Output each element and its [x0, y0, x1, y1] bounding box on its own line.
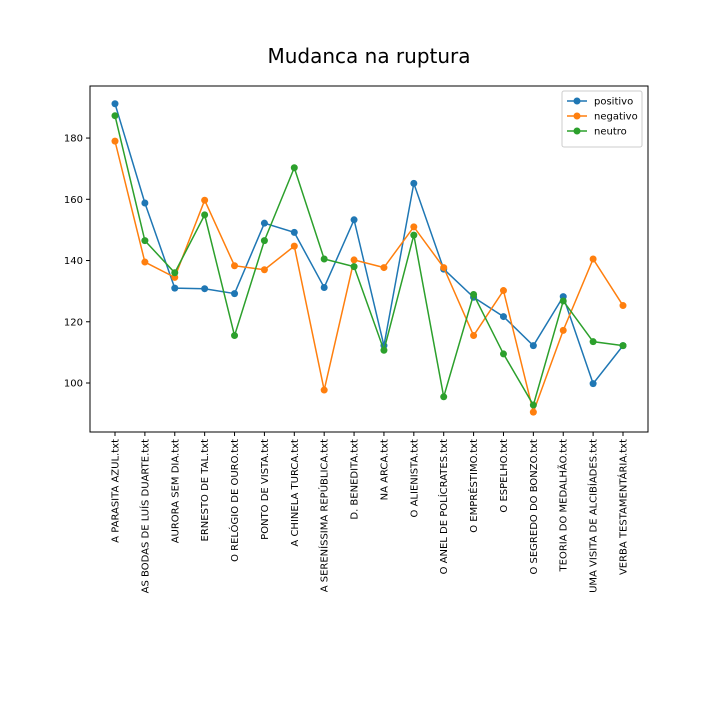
data-point-positivo	[529, 342, 537, 350]
legend-label-positivo: positivo	[594, 97, 633, 108]
data-point-positivo	[260, 219, 268, 227]
legend-box	[561, 90, 643, 148]
axes-frame	[89, 85, 649, 433]
data-point-neutro	[589, 338, 597, 346]
y-tick-label: 120	[64, 317, 83, 328]
data-point-negativo	[111, 137, 119, 145]
series-line-positivo	[114, 103, 624, 386]
data-point-negativo	[470, 332, 478, 340]
x-tick-label: O ESPELHO.txt	[499, 439, 510, 513]
data-point-negativo	[440, 264, 448, 272]
series-line-negativo	[114, 140, 624, 415]
data-point-positivo	[201, 285, 209, 293]
data-point-neutro	[410, 231, 418, 239]
data-point-positivo	[499, 313, 507, 321]
series-neutro	[111, 112, 627, 409]
x-tick-label: AURORA SEM DIA.txt	[170, 439, 181, 543]
data-point-neutro	[529, 401, 537, 409]
data-point-neutro	[350, 263, 358, 271]
y-tick-label: 100	[64, 379, 83, 390]
x-tick-label: A SERENÍSSIMA REPÚBLICA.txt	[318, 439, 331, 592]
data-point-negativo	[380, 264, 388, 272]
chart-title: Mudanca na ruptura	[267, 44, 470, 68]
legend-marker-neutro	[573, 127, 581, 135]
x-tick-label: UMA VISITA DE ALCIBÍADES.txt	[587, 439, 600, 593]
series-positivo	[111, 100, 627, 388]
x-tick-label: O ANEL DE POLÍCRATES.txt	[437, 439, 450, 574]
data-point-negativo	[559, 326, 567, 334]
data-point-negativo	[260, 266, 268, 274]
x-tick-label: A CHINELA TURCA.txt	[290, 439, 301, 547]
data-point-positivo	[350, 216, 358, 224]
x-tick-label: AS BODAS DE LUÍS DUARTE.txt	[138, 439, 151, 593]
x-tick-label: D. BENEDITA.txt	[350, 439, 361, 520]
data-point-neutro	[440, 393, 448, 401]
data-point-negativo	[589, 255, 597, 263]
legend-marker-positivo	[573, 97, 581, 105]
x-tick-label: PONTO DE VISTA.txt	[260, 439, 271, 540]
data-point-negativo	[320, 386, 328, 394]
data-point-positivo	[171, 284, 179, 292]
x-tick-label: O RELÓGIO DE OURO.txt	[228, 439, 241, 562]
legend-label-neutro: neutro	[594, 127, 627, 138]
x-tick-label: O SEGREDO DO BONZO.txt	[529, 439, 540, 575]
data-point-neutro	[111, 112, 119, 120]
data-point-negativo	[350, 256, 358, 264]
data-point-negativo	[201, 196, 209, 204]
data-point-negativo	[410, 223, 418, 231]
data-point-negativo	[619, 302, 627, 310]
data-point-positivo	[111, 100, 119, 108]
data-point-negativo	[529, 408, 537, 416]
x-tick-label: NA ARCA.txt	[379, 439, 390, 500]
data-point-neutro	[141, 237, 149, 245]
x-tick-label: VERBA TESTAMENTÁRIA.txt	[617, 439, 630, 575]
data-point-positivo	[231, 290, 239, 298]
legend-marker-negativo	[573, 112, 581, 120]
plot-area: 100 120 140 160 180 A PARASITA AZUL.txt AS BOD…	[64, 85, 649, 593]
data-point-negativo	[141, 258, 149, 266]
x-tick-label: TEORIA DO MEDALHÃO.txt	[557, 439, 570, 573]
data-point-neutro	[231, 332, 239, 340]
data-point-neutro	[260, 237, 268, 245]
legend: positivo negativo neutro	[561, 90, 643, 148]
data-point-neutro	[559, 297, 567, 305]
series-negativo	[111, 137, 627, 416]
data-point-positivo	[320, 283, 328, 291]
legend-label-negativo: negativo	[594, 112, 638, 123]
y-tick-label: 180	[64, 134, 83, 145]
data-point-positivo	[589, 380, 597, 388]
data-point-neutro	[499, 350, 507, 358]
data-point-neutro	[201, 211, 209, 219]
data-point-neutro	[470, 291, 478, 299]
data-point-positivo	[290, 228, 298, 236]
data-point-negativo	[231, 262, 239, 270]
data-point-neutro	[290, 164, 298, 172]
y-tick-label: 140	[64, 256, 83, 267]
data-point-positivo	[410, 179, 418, 187]
x-tick-label: ERNESTO DE TAL.txt	[200, 439, 211, 542]
y-tick-label: 160	[64, 195, 83, 206]
series-line-neutro	[114, 115, 624, 407]
data-point-neutro	[171, 269, 179, 277]
x-tick-label: A PARASITA AZUL.txt	[111, 439, 122, 543]
data-point-negativo	[499, 287, 507, 295]
data-point-negativo	[290, 242, 298, 250]
data-point-neutro	[380, 346, 388, 354]
data-point-positivo	[141, 199, 149, 207]
data-point-neutro	[619, 342, 627, 350]
x-tick-label: O ALIENISTA.txt	[409, 439, 420, 518]
x-tick-label: O EMPRÉSTIMO.txt	[467, 439, 480, 533]
data-point-neutro	[320, 255, 328, 263]
